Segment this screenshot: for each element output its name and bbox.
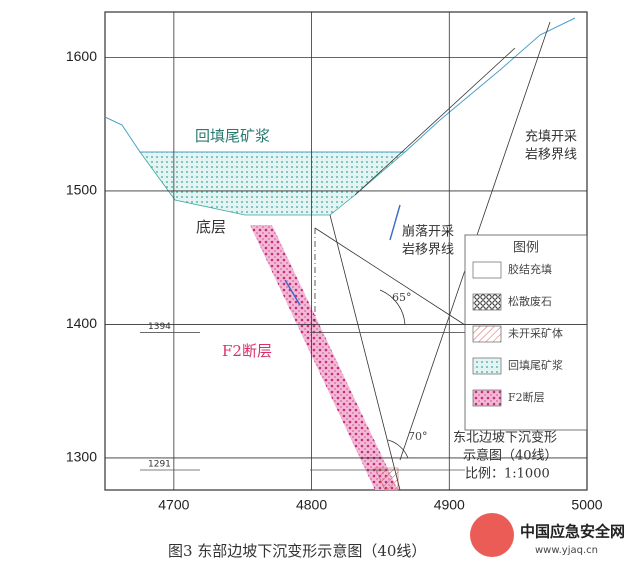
caption: 图3 东部边坡下沉变形示意图（40线） xyxy=(168,542,426,560)
legend-swatch xyxy=(472,261,502,279)
angle-arc xyxy=(387,439,409,459)
tailings-area xyxy=(139,151,407,216)
info: 示意图（40线） xyxy=(463,448,558,464)
legend-swatch xyxy=(472,389,502,407)
legend-label: 松散废石 xyxy=(508,294,552,308)
tailings-label: 回填尾矿浆 xyxy=(195,127,270,145)
level-label: 1394 xyxy=(148,322,171,332)
legend-label: F2断层 xyxy=(508,390,545,404)
x-tick-label: 5000 xyxy=(571,497,602,513)
legend-label: 胶结充填 xyxy=(508,262,552,276)
fill-label: 岩移界线 xyxy=(525,148,577,163)
x-tick-label: 4900 xyxy=(434,497,465,513)
x-tick-label: 4800 xyxy=(296,497,327,513)
cave-line xyxy=(314,227,466,326)
bottom-label: 底层 xyxy=(196,218,226,236)
legend-swatch xyxy=(472,293,502,311)
ground-surface xyxy=(104,17,576,153)
y-tick-label: 1500 xyxy=(66,182,97,198)
info: 比例：1:1000 xyxy=(465,467,550,482)
legend-swatch xyxy=(472,357,502,375)
watermark-logo xyxy=(470,513,514,557)
angle-label: 65° xyxy=(392,291,412,304)
cave-label: 崩落开采 xyxy=(402,225,454,240)
x-tick-label: 4700 xyxy=(158,497,189,513)
fill-label: 充填开采 xyxy=(525,129,577,145)
cave-label: 岩移界线 xyxy=(402,243,454,258)
watermark-name: 中国应急安全网 xyxy=(520,523,625,541)
y-tick-label: 1600 xyxy=(66,48,97,64)
boundary-line xyxy=(329,214,401,491)
fault-zone xyxy=(250,225,398,490)
legend-label: 未开采矿体 xyxy=(508,326,563,340)
arrow xyxy=(389,204,401,241)
angle-label: 70° xyxy=(408,430,428,443)
fill-line-2 xyxy=(354,47,516,196)
angle-arc xyxy=(379,289,406,326)
legend-swatch xyxy=(472,325,502,343)
watermark-url: www.yjaq.cn xyxy=(535,545,598,556)
legend-title: 图例 xyxy=(513,241,539,256)
fault-label: F2断层 xyxy=(222,342,272,360)
orebody xyxy=(374,467,399,491)
y-tick-label: 1400 xyxy=(66,315,97,331)
legend-label: 回填尾矿浆 xyxy=(508,358,563,372)
arrow xyxy=(284,279,301,306)
info: 东北边坡下沉变形 xyxy=(453,430,557,446)
y-tick-label: 1300 xyxy=(66,449,97,465)
level-label: 1291 xyxy=(148,459,171,469)
